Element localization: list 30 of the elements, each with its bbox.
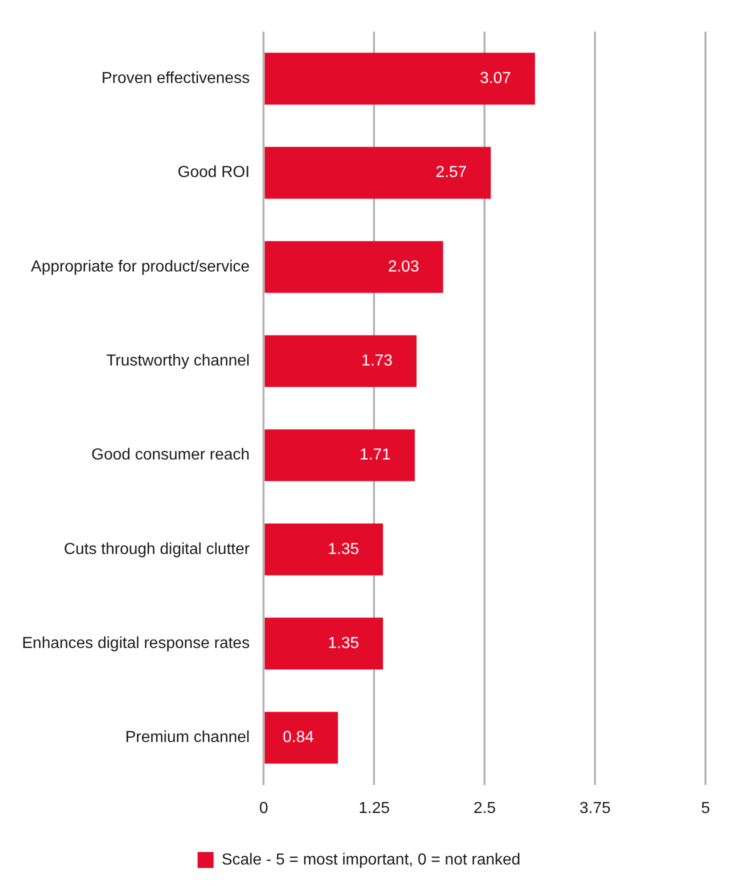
- y-tick-label: Appropriate for product/service: [30, 258, 250, 276]
- bar: [264, 524, 383, 576]
- bar: [264, 712, 338, 764]
- bar: [264, 146, 491, 199]
- data-label: 2.03: [388, 258, 420, 276]
- bar: [264, 429, 415, 482]
- x-tick-label: 5: [701, 800, 710, 817]
- x-tick-label: 1.25: [358, 800, 390, 817]
- y-tick-label: Premium channel: [125, 729, 250, 746]
- data-label: 1.71: [360, 446, 391, 464]
- legend-label: Scale - 5 = most important, 0 = not ranked: [222, 851, 520, 868]
- y-tick-label: Enhances digital response rates: [22, 634, 250, 652]
- y-tick-label: Trustworthy channel: [106, 352, 250, 370]
- y-tick-label: Good ROI: [178, 164, 250, 182]
- y-tick-label: Proven effectiveness: [101, 70, 250, 88]
- bar: [264, 52, 535, 105]
- bar: [264, 241, 444, 293]
- data-label: 2.57: [436, 164, 467, 182]
- data-label: 0.84: [282, 729, 314, 746]
- data-label: 1.73: [361, 352, 393, 370]
- data-label: 1.35: [328, 540, 360, 558]
- y-tick-label: Cuts through digital clutter: [64, 540, 250, 558]
- data-label: 1.35: [328, 634, 360, 652]
- y-tick-label: Good consumer reach: [91, 446, 250, 464]
- x-tick-label: 0: [259, 800, 268, 817]
- x-tick-label: 2.5: [474, 800, 496, 817]
- x-tick-label: 3.75: [580, 800, 611, 817]
- data-label: 3.07: [480, 70, 512, 88]
- bar: [264, 618, 383, 670]
- bar: [264, 335, 417, 388]
